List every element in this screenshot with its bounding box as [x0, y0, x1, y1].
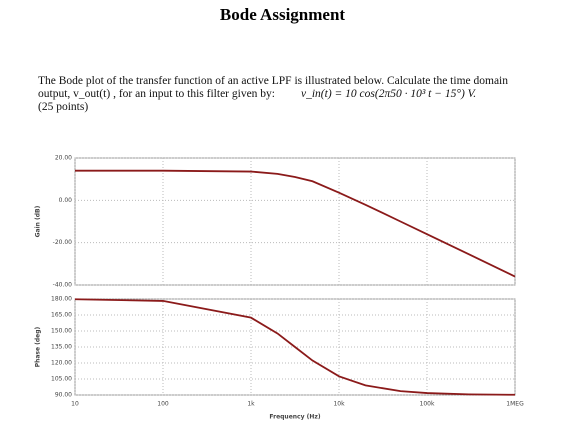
y-tick-label: 105.00 [51, 376, 72, 383]
y-axis-label: Gain (dB) [35, 205, 42, 237]
y-tick-label: -20.00 [53, 239, 73, 246]
title: Bode Assignment [219, 5, 346, 24]
text-line: (25 points) [38, 101, 89, 113]
y-tick-label: 90.00 [55, 392, 72, 399]
y-tick-label: -40.00 [53, 282, 73, 289]
x-tick-label: 100 [157, 401, 169, 408]
text-line: output, v_out(t) , for an input to this … [38, 88, 548, 101]
text-line: output, v_out(t) , for an input to this … [38, 88, 275, 100]
equation: v_in(t) = 10 cos(2π50 · 10³ t − 15°) V. [301, 88, 477, 100]
y-tick-label: 120.00 [51, 360, 72, 367]
y-tick-label: 165.00 [51, 312, 72, 319]
y-tick-label: 150.00 [51, 328, 72, 335]
text-line: The Bode plot of the transfer function o… [38, 75, 508, 87]
x-tick-label: 10k [333, 401, 345, 408]
problem-text: The Bode plot of the transfer function o… [38, 75, 548, 114]
x-axis-label: Frequency (Hz) [269, 414, 320, 421]
x-tick-label: 100k [420, 401, 435, 408]
y-tick-label: 0.00 [59, 197, 73, 204]
gain-phase-curve [74, 298, 516, 396]
y-tick-label: 20.00 [55, 155, 72, 162]
x-tick-label: 10 [71, 401, 79, 408]
x-tick-label: 1MEG [506, 401, 524, 408]
y-tick-label: 135.00 [51, 344, 72, 351]
x-tick-label: 1k [247, 401, 255, 408]
y-axis-label: Phase (deg) [35, 326, 42, 367]
gain-phase-curve [75, 169, 516, 278]
y-tick-label: 180.00 [51, 296, 72, 303]
